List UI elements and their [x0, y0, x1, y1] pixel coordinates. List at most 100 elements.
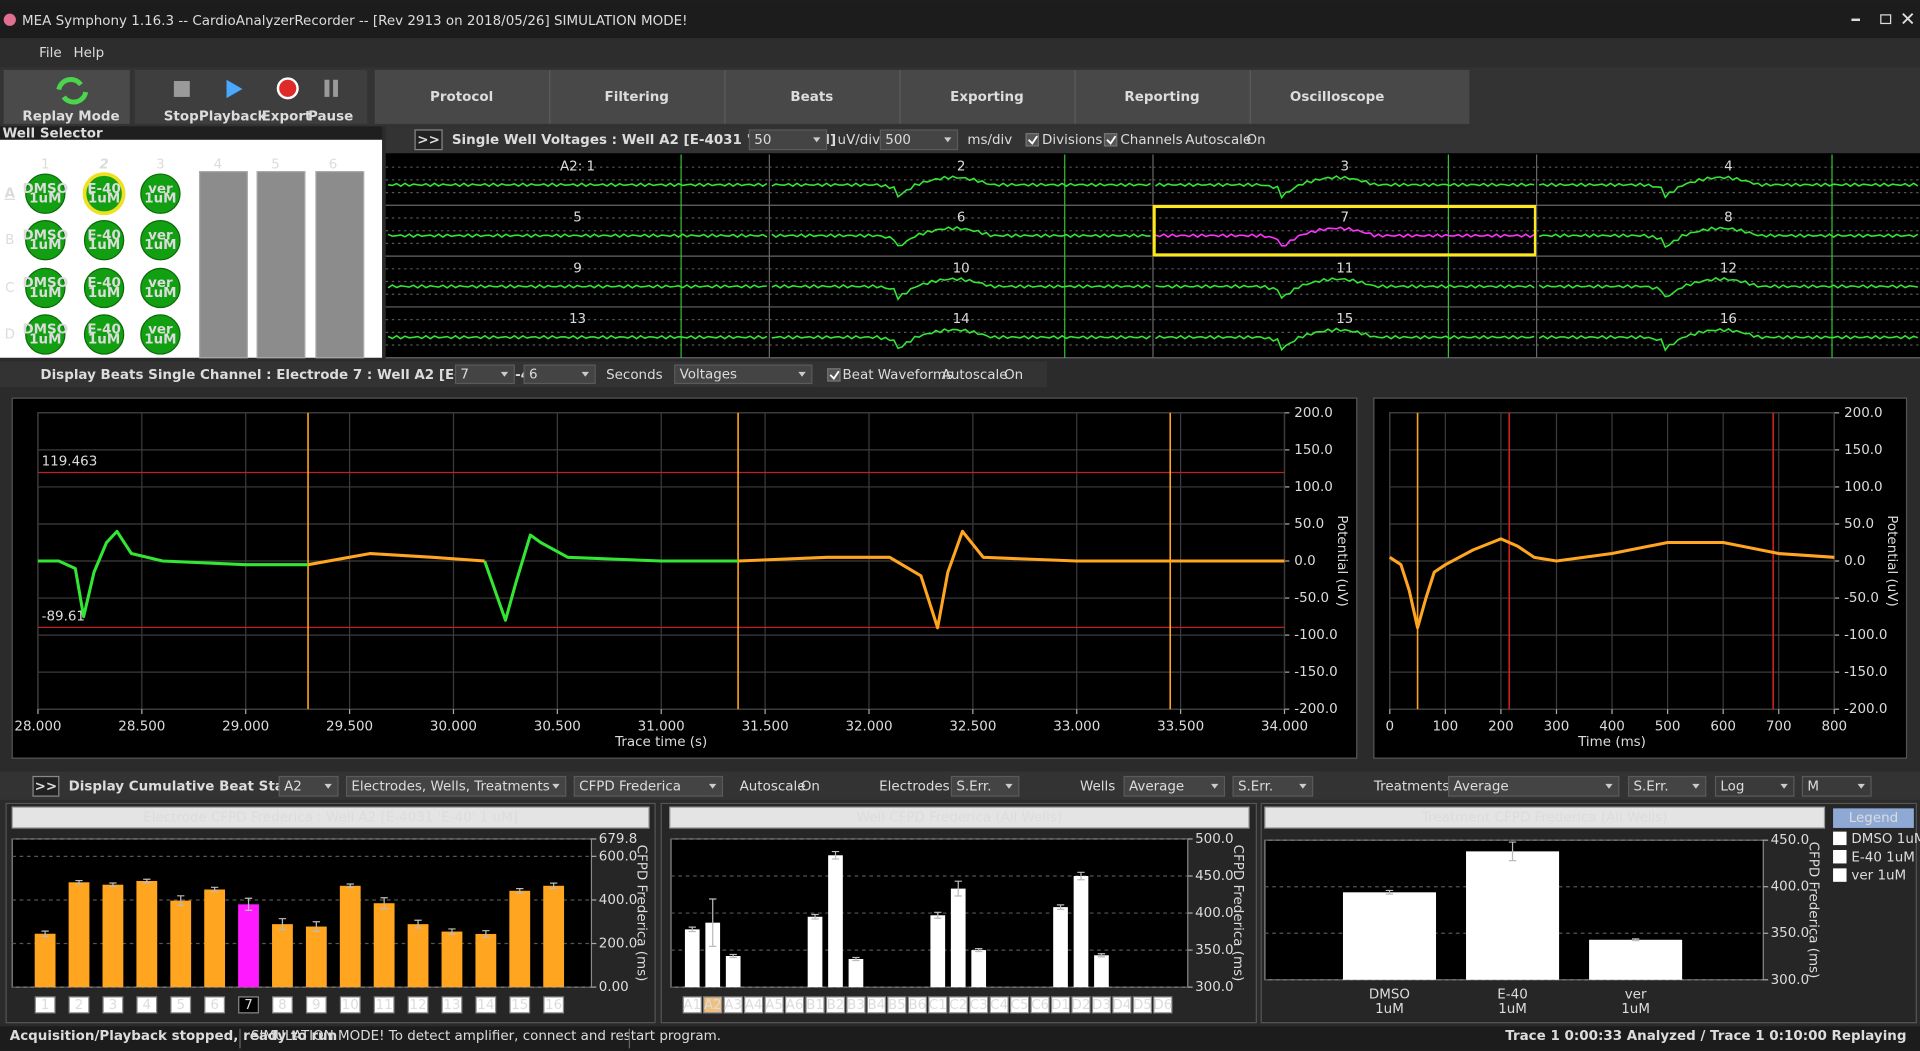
wells-err-select-text: S.Err.: [1238, 779, 1273, 794]
well[interactable]: [25, 314, 66, 355]
well-select[interactable]: [278, 775, 339, 797]
minimize-button[interactable]: [1851, 18, 1860, 22]
x-tick-label: D4: [1112, 998, 1131, 1013]
dropdown-arrow: [552, 783, 560, 789]
x-tick-label: DMSO: [1369, 987, 1410, 1002]
toolbar-button-label[interactable]: Export: [262, 110, 312, 125]
error-bar: [143, 878, 151, 884]
column-label: 1: [41, 157, 50, 172]
x-tick-label: B4: [868, 998, 886, 1013]
mode-select[interactable]: [674, 364, 813, 385]
well[interactable]: [83, 267, 125, 309]
expand-button[interactable]: [414, 129, 443, 151]
y-tick-label: 400.0: [1771, 880, 1810, 895]
panel-title: Display Beats Single Channel : Electrode…: [40, 368, 591, 383]
chart-title-box: [11, 806, 650, 829]
well[interactable]: [25, 173, 66, 214]
pause-icon: [324, 79, 338, 97]
electrode-select[interactable]: [454, 364, 515, 385]
dropdown-arrow: [813, 137, 821, 143]
wells-avg-select[interactable]: [1123, 775, 1226, 797]
x-tick-label: 14: [477, 998, 494, 1013]
tab[interactable]: Exporting: [950, 90, 1024, 105]
well[interactable]: [82, 172, 126, 216]
m-select-text: M: [1807, 779, 1819, 794]
electrode-label: 14: [953, 312, 970, 327]
category-label-box: [339, 996, 361, 1014]
expand-button[interactable]: [32, 775, 60, 797]
well[interactable]: [140, 314, 181, 355]
category-label-box: [1050, 996, 1071, 1014]
well[interactable]: [140, 267, 181, 309]
toolbar-button-label[interactable]: Pause: [308, 110, 353, 125]
error-bar: [516, 888, 524, 894]
category-label-box: [907, 996, 927, 1014]
electrode-trace: [1538, 175, 1919, 199]
error-bar: [75, 879, 83, 885]
m-select[interactable]: [1801, 775, 1872, 797]
toolbar-button-label[interactable]: Stop: [164, 110, 199, 125]
grouping-select[interactable]: [345, 775, 567, 797]
y-tick-label: 100.0: [1844, 480, 1883, 495]
error-bar: [41, 930, 49, 937]
well-label: 1uM: [29, 286, 61, 301]
error-bar: [688, 926, 696, 933]
treatments-avg-select[interactable]: [1447, 775, 1620, 797]
well[interactable]: [83, 314, 125, 355]
restore-button[interactable]: [1880, 14, 1892, 25]
y-tick-label: -50.0: [1844, 591, 1879, 606]
chart-title-box: [1264, 806, 1826, 829]
toolbar-button-label[interactable]: Playback: [199, 110, 268, 125]
measure-select[interactable]: [573, 775, 724, 797]
menu-item[interactable]: Help: [73, 46, 104, 61]
tab[interactable]: Oscilloscope: [1290, 90, 1384, 105]
close-button[interactable]: [1902, 13, 1914, 25]
y-tick-label: 300.0: [1771, 973, 1810, 988]
seconds-select[interactable]: [523, 364, 596, 385]
label: uV/div: [838, 133, 881, 148]
category-label-box: [784, 996, 805, 1014]
bar: [828, 855, 843, 988]
label: Electrodes: [879, 779, 949, 794]
treatments-err-select[interactable]: [1627, 775, 1707, 797]
label: On: [1247, 133, 1266, 148]
error-bar: [244, 897, 253, 912]
electrodes-err-select[interactable]: [950, 775, 1020, 797]
well[interactable]: [25, 219, 66, 261]
well[interactable]: [140, 219, 181, 261]
error-bar: [1056, 904, 1065, 910]
category-label-box: [928, 996, 948, 1014]
ms-div-select[interactable]: [879, 129, 959, 151]
category-label-box: [764, 996, 784, 1014]
error-bar: [709, 898, 717, 948]
y-tick-label: -100.0: [1844, 628, 1887, 643]
selected-electrode[interactable]: [1152, 204, 1537, 257]
electrode-label: A2: 1: [560, 160, 595, 175]
tab[interactable]: Protocol: [430, 90, 493, 105]
checkbox[interactable]: [827, 368, 841, 382]
y-tick-label: 200.0: [1294, 406, 1333, 421]
error-bar: [346, 883, 354, 889]
error-bar: [1097, 953, 1106, 958]
well[interactable]: [83, 219, 125, 261]
empty-column: [256, 171, 306, 359]
checkbox[interactable]: [1025, 133, 1039, 147]
log-select[interactable]: [1714, 775, 1795, 797]
category-label-box: [969, 996, 989, 1014]
checkbox[interactable]: [1103, 133, 1118, 147]
menu-item[interactable]: File: [39, 46, 62, 61]
tab[interactable]: Reporting: [1124, 90, 1199, 105]
tab[interactable]: Beats: [790, 90, 833, 105]
category-label-box: [825, 996, 846, 1014]
replay-label[interactable]: Replay Mode: [22, 110, 119, 125]
uv-div-select[interactable]: [748, 129, 828, 151]
electrode-trace: [1538, 226, 1919, 249]
tab[interactable]: Filtering: [605, 90, 669, 105]
wells-err-select[interactable]: [1232, 775, 1314, 797]
electrode-label: 3: [1341, 160, 1350, 175]
well[interactable]: [25, 267, 66, 309]
well[interactable]: [140, 173, 181, 214]
error-bar: [482, 930, 490, 938]
play-icon: [226, 79, 243, 99]
beats-toolbar: [0, 361, 1047, 388]
